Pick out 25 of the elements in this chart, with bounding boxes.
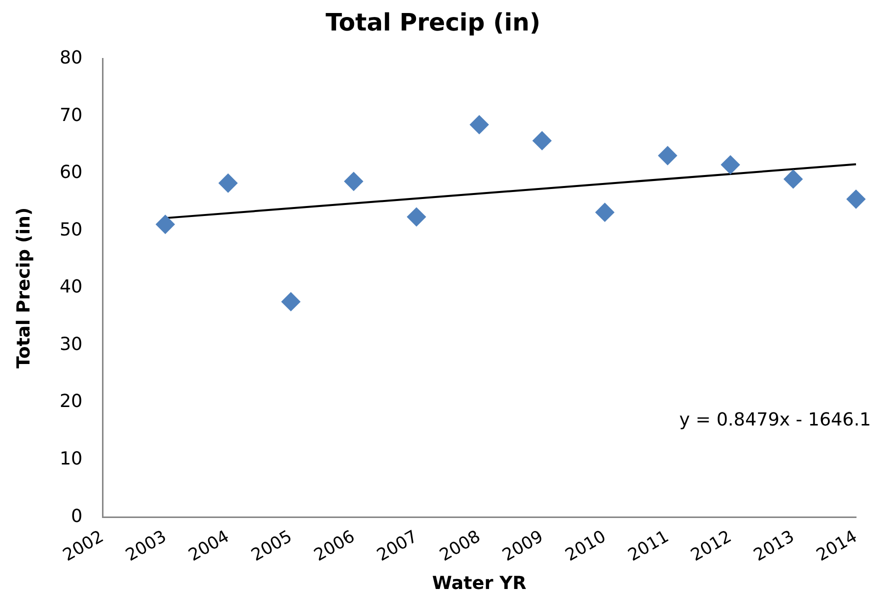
x-axis-title: Water YR: [432, 572, 526, 594]
point: [595, 202, 614, 222]
point: [344, 172, 364, 191]
point: [406, 207, 426, 226]
y-axis-title: Total Precip (in): [13, 207, 34, 369]
point: [846, 190, 866, 209]
point: [658, 146, 678, 166]
chart-title: Total Precip (in): [326, 8, 540, 37]
point: [156, 214, 175, 234]
y-tick-label: 10: [60, 448, 83, 470]
y-tick-label: 60: [60, 162, 83, 184]
y-tick-label: 30: [60, 334, 83, 355]
y-tick-label: 0: [71, 506, 83, 527]
point: [720, 155, 740, 174]
annotation: y = 0.8479x - 1646.1: [679, 410, 871, 431]
y-tick-label: 70: [60, 104, 83, 126]
point: [470, 115, 489, 134]
y-tick-label: 50: [60, 219, 83, 240]
point: [784, 170, 803, 189]
point: [532, 131, 552, 150]
point: [281, 292, 300, 312]
point: [218, 174, 238, 193]
y-tick-label: 20: [60, 391, 83, 412]
y-tick-label: 80: [60, 47, 83, 68]
y-tick-label: 40: [60, 276, 83, 298]
